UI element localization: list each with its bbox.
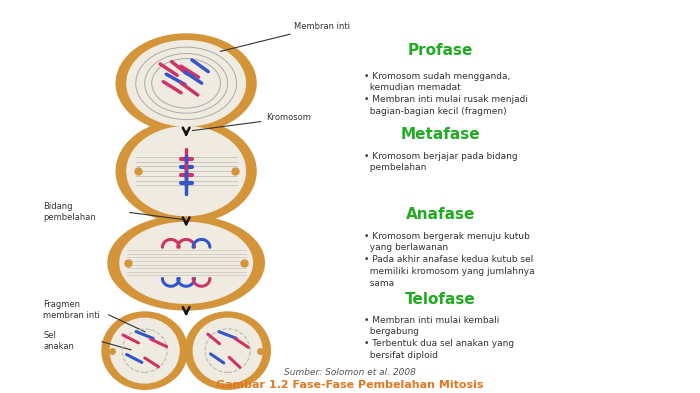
Text: • Kromosom sudah mengganda,
  kemudian memadat
• Membran inti mulai rusak menjad: • Kromosom sudah mengganda, kemudian mem… <box>364 72 528 116</box>
Text: Fragmen
membran inti: Fragmen membran inti <box>43 299 100 320</box>
Ellipse shape <box>193 318 262 383</box>
Ellipse shape <box>116 119 256 223</box>
Text: Anafase: Anafase <box>406 207 475 222</box>
Text: Sel
anakan: Sel anakan <box>43 331 74 351</box>
Text: Gambar 1.2 Fase-Fase Pembelahan Mitosis: Gambar 1.2 Fase-Fase Pembelahan Mitosis <box>216 380 484 389</box>
Ellipse shape <box>120 222 253 303</box>
Text: • Membran inti mulai kembali
  bergabung
• Terbentuk dua sel anakan yang
  bersi: • Membran inti mulai kembali bergabung •… <box>364 316 514 360</box>
Text: Telofase: Telofase <box>405 292 476 307</box>
Ellipse shape <box>127 41 246 126</box>
Text: Sumber: Solomon et al. 2008: Sumber: Solomon et al. 2008 <box>284 368 416 377</box>
Text: Bidang
pembelahan: Bidang pembelahan <box>43 202 96 222</box>
Text: Metafase: Metafase <box>401 127 480 141</box>
Ellipse shape <box>127 127 246 216</box>
Text: • Kromosom berjajar pada bidang
  pembelahan: • Kromosom berjajar pada bidang pembelah… <box>364 152 517 173</box>
Text: • Kromosom bergerak menuju kutub
  yang berlawanan
• Pada akhir anafase kedua ku: • Kromosom bergerak menuju kutub yang be… <box>364 231 535 288</box>
Ellipse shape <box>116 34 256 133</box>
Ellipse shape <box>108 216 265 310</box>
Ellipse shape <box>102 312 188 389</box>
Text: Membran inti: Membran inti <box>220 22 350 51</box>
Text: Profase: Profase <box>408 43 473 58</box>
Ellipse shape <box>111 318 179 383</box>
Text: Kromosom: Kromosom <box>193 114 312 130</box>
Ellipse shape <box>185 312 270 389</box>
